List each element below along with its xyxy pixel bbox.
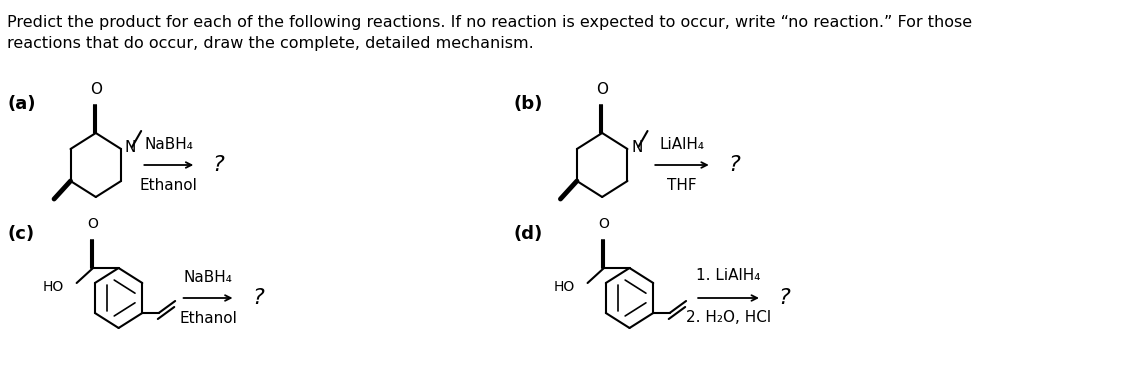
Text: 1. LiAlH₄: 1. LiAlH₄ <box>696 268 761 283</box>
Text: (a): (a) <box>7 95 36 113</box>
Text: Ethanol: Ethanol <box>179 311 236 326</box>
Text: HO: HO <box>43 280 64 294</box>
Text: N: N <box>631 139 643 155</box>
Text: (b): (b) <box>513 95 543 113</box>
Text: N: N <box>125 139 136 155</box>
Text: HO: HO <box>554 280 574 294</box>
Text: ?: ? <box>778 288 790 308</box>
Text: O: O <box>599 217 609 231</box>
Text: ?: ? <box>252 288 263 308</box>
Text: LiAlH₄: LiAlH₄ <box>660 137 705 152</box>
Text: O: O <box>88 217 98 231</box>
Text: (c): (c) <box>7 225 35 243</box>
Text: ?: ? <box>729 155 740 175</box>
Text: NaBH₄: NaBH₄ <box>144 137 194 152</box>
Text: Ethanol: Ethanol <box>140 178 198 193</box>
Text: O: O <box>90 82 101 97</box>
Text: ?: ? <box>213 155 224 175</box>
Text: NaBH₄: NaBH₄ <box>184 270 232 285</box>
Text: O: O <box>596 82 608 97</box>
Text: 2. H₂O, HCl: 2. H₂O, HCl <box>686 310 771 325</box>
Text: (d): (d) <box>513 225 543 243</box>
Text: THF: THF <box>668 178 697 193</box>
Text: Predict the product for each of the following reactions. If no reaction is expec: Predict the product for each of the foll… <box>7 15 973 51</box>
